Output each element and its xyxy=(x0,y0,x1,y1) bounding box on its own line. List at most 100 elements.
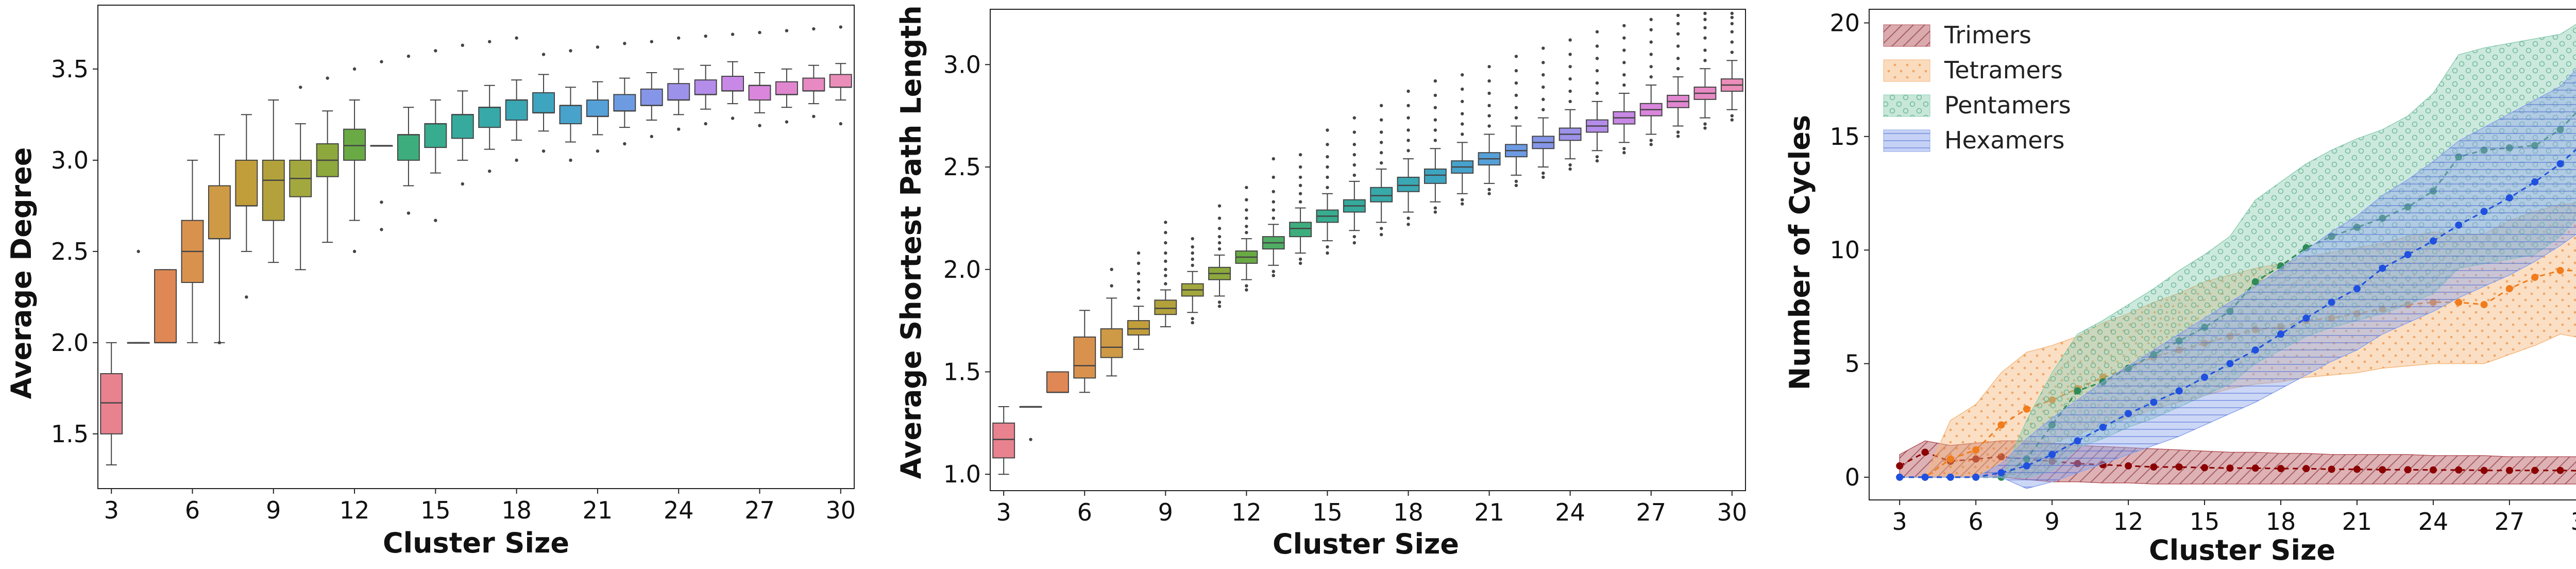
data-point xyxy=(1972,473,1980,481)
outlier-point xyxy=(217,341,222,345)
panel2-frame xyxy=(990,9,1746,491)
outlier-point xyxy=(1217,235,1222,239)
box-body xyxy=(100,373,123,434)
data-point xyxy=(2251,346,2259,354)
outlier-point xyxy=(1326,128,1329,132)
legend-label: Hexamers xyxy=(1944,126,2064,154)
outlier-point xyxy=(1595,30,1599,34)
data-point xyxy=(2023,405,2030,413)
outlier-point xyxy=(1649,65,1653,69)
data-point xyxy=(2455,466,2463,474)
outlier-point xyxy=(1406,216,1410,220)
outlier-point xyxy=(1326,143,1329,146)
data-point xyxy=(2353,465,2361,473)
outlier-point xyxy=(1406,223,1410,226)
data-point xyxy=(1946,473,1954,481)
outlier-point xyxy=(1703,26,1707,29)
legend-hatch xyxy=(1884,25,1930,46)
outlier-point xyxy=(623,142,626,146)
outlier-point xyxy=(1164,241,1167,245)
outlier-point xyxy=(1191,321,1194,325)
outlier-point xyxy=(1298,183,1302,188)
outlier-point xyxy=(1568,53,1572,56)
outlier-point xyxy=(1433,128,1437,132)
data-point xyxy=(2175,463,2183,471)
data-point xyxy=(2531,178,2539,186)
box-3 xyxy=(992,406,1015,475)
box-body xyxy=(343,128,366,161)
panel3-ylabel: Number of Cycles xyxy=(1784,115,1816,390)
box-body xyxy=(208,185,231,240)
box-body xyxy=(802,77,825,92)
outlier-point xyxy=(1487,91,1491,95)
x-tick-label: 24 xyxy=(664,496,694,524)
data-point xyxy=(2023,462,2030,470)
outlier-point xyxy=(1137,296,1141,300)
box-body xyxy=(1289,222,1312,238)
outlier-point xyxy=(434,219,437,222)
box-body xyxy=(1073,336,1096,379)
outlier-point xyxy=(839,25,842,29)
x-tick-label: 21 xyxy=(1474,498,1504,526)
outlier-point xyxy=(1622,48,1626,52)
box-23 xyxy=(640,40,663,139)
outlier-point xyxy=(1487,192,1491,195)
outlier-point xyxy=(1217,247,1222,251)
outlier-point xyxy=(1676,57,1680,60)
y-tick-label: 1.5 xyxy=(51,420,89,448)
outlier-point xyxy=(1730,40,1734,44)
outlier-point xyxy=(1298,165,1302,169)
data-point xyxy=(2226,464,2234,472)
box-11 xyxy=(1208,204,1231,308)
outlier-point xyxy=(352,249,357,254)
outlier-point xyxy=(1676,67,1680,71)
outlier-point xyxy=(1406,128,1410,132)
outlier-point xyxy=(1245,284,1248,288)
outlier-point xyxy=(1352,153,1357,157)
box-body xyxy=(1423,169,1447,184)
outlier-point xyxy=(1622,83,1626,87)
outlier-point xyxy=(1298,257,1302,261)
y-tick-label: 2.0 xyxy=(51,329,89,357)
outlier-point xyxy=(1703,48,1707,52)
outlier-point xyxy=(1461,198,1464,202)
x-tick-label: 15 xyxy=(1312,498,1343,526)
outlier-point xyxy=(1326,186,1329,189)
data-point xyxy=(1946,455,1954,463)
outlier-point xyxy=(1217,300,1222,304)
outlier-point xyxy=(1298,153,1302,157)
outlier-point xyxy=(1379,141,1383,144)
outlier-point xyxy=(1595,91,1599,95)
outlier-point xyxy=(1622,73,1626,77)
legend-item-tetramers: Tetramers xyxy=(1883,56,2063,84)
x-tick-label: 9 xyxy=(2044,508,2059,535)
outlier-point xyxy=(812,114,816,119)
legend-label: Pentamers xyxy=(1944,91,2071,119)
outlier-point xyxy=(461,182,464,186)
box-15 xyxy=(424,49,447,222)
outlier-point xyxy=(1379,232,1383,237)
x-tick-label: 21 xyxy=(2342,508,2372,535)
x-tick-label: 12 xyxy=(340,496,370,524)
data-point xyxy=(2556,466,2564,474)
box-24 xyxy=(1558,38,1582,171)
box-30 xyxy=(1720,11,1743,122)
panel3-frame xyxy=(1869,9,2576,500)
data-point xyxy=(2150,398,2158,406)
outlier-point xyxy=(1649,139,1653,142)
outlier-point xyxy=(596,45,600,49)
legend-hatch xyxy=(1884,60,1930,81)
data-point xyxy=(2404,251,2412,258)
data-point xyxy=(2480,466,2488,474)
data-point xyxy=(1896,473,1904,481)
data-point xyxy=(2201,374,2209,381)
outlier-point xyxy=(1514,183,1518,188)
outlier-point xyxy=(1541,175,1545,179)
outlier-point xyxy=(1272,270,1275,273)
x-tick-label: 6 xyxy=(1969,508,1984,535)
data-point xyxy=(2277,330,2284,338)
average-shortest-path-panel: Average Shortest Path Length Cluster Siz… xyxy=(895,5,1747,560)
series-hexamers xyxy=(1896,69,2576,489)
box-24 xyxy=(667,36,690,131)
outlier-point xyxy=(1406,116,1410,120)
